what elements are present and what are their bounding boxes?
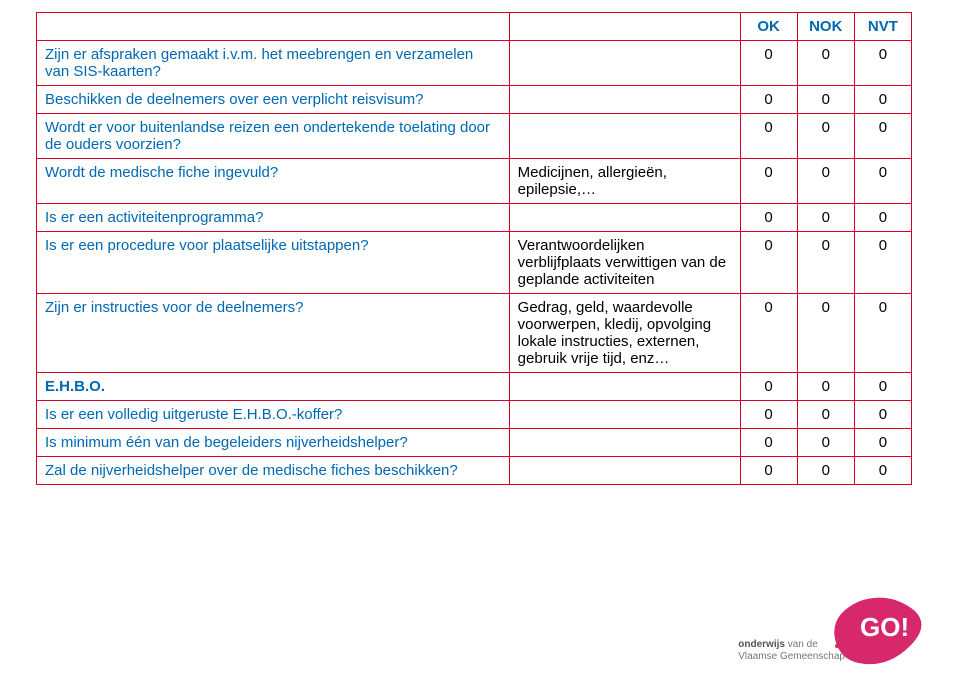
desc-cell	[509, 373, 740, 401]
desc-cell	[509, 41, 740, 86]
nvt-cell: 0	[854, 41, 911, 86]
question-cell: Zijn er instructies voor de deelnemers?	[37, 294, 510, 373]
header-nok: NOK	[797, 13, 854, 41]
nvt-cell: 0	[854, 429, 911, 457]
logo-sub2: van de	[788, 639, 818, 650]
ok-cell: 0	[740, 41, 797, 86]
svg-text:GO!: GO!	[860, 612, 909, 642]
ok-cell: 0	[740, 401, 797, 429]
nvt-cell: 0	[854, 159, 911, 204]
ok-cell: 0	[740, 429, 797, 457]
nok-cell: 0	[797, 232, 854, 294]
desc-cell	[509, 114, 740, 159]
logo-sub1: onderwijs	[738, 639, 785, 650]
nok-cell: 0	[797, 373, 854, 401]
nok-cell: 0	[797, 114, 854, 159]
header-ok: OK	[740, 13, 797, 41]
question-cell: E.H.B.O.	[37, 373, 510, 401]
question-cell: Is minimum één van de begeleiders nijver…	[37, 429, 510, 457]
nvt-cell: 0	[854, 401, 911, 429]
nvt-cell: 0	[854, 204, 911, 232]
nok-cell: 0	[797, 401, 854, 429]
nok-cell: 0	[797, 159, 854, 204]
desc-cell: Verantwoordelijken verblijfplaats verwit…	[509, 232, 740, 294]
question-cell: Is er een activiteitenprogramma?	[37, 204, 510, 232]
checklist-table: OKNOKNVT Zijn er afspraken gemaakt i.v.m.…	[36, 12, 912, 485]
ok-cell: 0	[740, 159, 797, 204]
desc-cell	[509, 204, 740, 232]
ok-cell: 0	[740, 114, 797, 159]
desc-cell	[509, 457, 740, 485]
desc-cell: Medicijnen, allergieën, epilepsie,…	[509, 159, 740, 204]
desc-cell	[509, 86, 740, 114]
question-cell: Zijn er afspraken gemaakt i.v.m. het mee…	[37, 41, 510, 86]
question-cell: Beschikken de deelnemers over een verpli…	[37, 86, 510, 114]
header-nvt: NVT	[854, 13, 911, 41]
logo-sub3: Vlaamse Gemeenschap	[738, 651, 845, 662]
question-cell: Is er een volledig uitgeruste E.H.B.O.-k…	[37, 401, 510, 429]
question-cell: Is er een procedure voor plaatselijke ui…	[37, 232, 510, 294]
header-question	[37, 13, 510, 41]
ok-cell: 0	[740, 86, 797, 114]
nok-cell: 0	[797, 429, 854, 457]
question-cell: Wordt er voor buitenlandse reizen een on…	[37, 114, 510, 159]
desc-cell: Gedrag, geld, waardevolle voorwerpen, kl…	[509, 294, 740, 373]
nok-cell: 0	[797, 457, 854, 485]
nvt-cell: 0	[854, 373, 911, 401]
nvt-cell: 0	[854, 457, 911, 485]
ok-cell: 0	[740, 457, 797, 485]
nvt-cell: 0	[854, 86, 911, 114]
nvt-cell: 0	[854, 114, 911, 159]
nvt-cell: 0	[854, 294, 911, 373]
nok-cell: 0	[797, 86, 854, 114]
ok-cell: 0	[740, 204, 797, 232]
desc-cell	[509, 429, 740, 457]
ok-cell: 0	[740, 373, 797, 401]
question-cell: Zal de nijverheidshelper over de medisch…	[37, 457, 510, 485]
nok-cell: 0	[797, 41, 854, 86]
nok-cell: 0	[797, 294, 854, 373]
header-desc	[509, 13, 740, 41]
ok-cell: 0	[740, 232, 797, 294]
desc-cell	[509, 401, 740, 429]
ok-cell: 0	[740, 294, 797, 373]
nvt-cell: 0	[854, 232, 911, 294]
logo-subtext: onderwijs van de Vlaamse Gemeenschap	[738, 639, 845, 663]
nok-cell: 0	[797, 204, 854, 232]
question-cell: Wordt de medische fiche ingevuld?	[37, 159, 510, 204]
